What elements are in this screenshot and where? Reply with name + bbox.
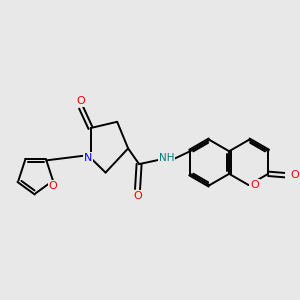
Text: O: O [49, 181, 57, 191]
Text: NH: NH [159, 153, 174, 163]
Text: O: O [77, 96, 85, 106]
Text: O: O [133, 191, 142, 201]
Text: O: O [250, 180, 259, 190]
Text: N: N [84, 153, 92, 163]
Text: O: O [290, 170, 299, 180]
